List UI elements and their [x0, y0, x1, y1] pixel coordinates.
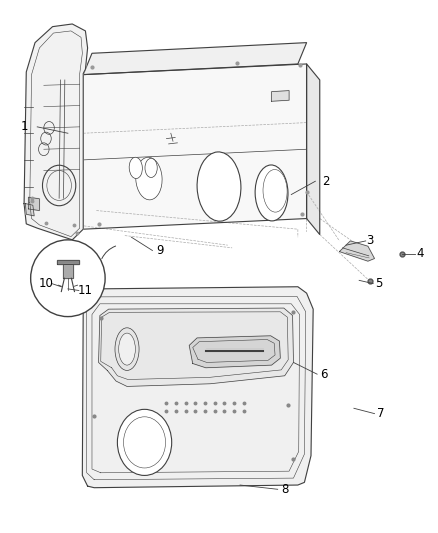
Text: 3: 3	[367, 235, 374, 247]
Polygon shape	[99, 308, 293, 386]
Polygon shape	[82, 287, 313, 488]
Ellipse shape	[263, 169, 287, 212]
Polygon shape	[83, 43, 307, 75]
Circle shape	[117, 409, 172, 475]
Polygon shape	[272, 91, 289, 101]
Polygon shape	[189, 336, 280, 368]
Text: 6: 6	[320, 368, 328, 381]
Text: 9: 9	[156, 244, 164, 257]
Polygon shape	[63, 264, 73, 278]
Ellipse shape	[129, 157, 142, 179]
Polygon shape	[307, 64, 320, 235]
Polygon shape	[83, 64, 307, 229]
Text: 7: 7	[377, 407, 385, 420]
Polygon shape	[25, 204, 34, 216]
Ellipse shape	[136, 157, 162, 200]
Text: 4: 4	[417, 247, 424, 260]
Polygon shape	[24, 24, 88, 240]
Text: 1: 1	[20, 120, 28, 133]
Ellipse shape	[145, 158, 157, 177]
Circle shape	[124, 417, 166, 468]
Text: 11: 11	[78, 284, 93, 297]
Ellipse shape	[115, 328, 139, 370]
Polygon shape	[339, 241, 374, 261]
Ellipse shape	[255, 165, 288, 221]
Text: 10: 10	[39, 277, 53, 290]
Text: 8: 8	[281, 483, 288, 496]
Polygon shape	[57, 260, 79, 264]
Text: 2: 2	[322, 175, 330, 188]
Ellipse shape	[197, 152, 241, 221]
Polygon shape	[28, 197, 39, 211]
Ellipse shape	[31, 240, 105, 317]
Ellipse shape	[119, 333, 135, 365]
Text: 5: 5	[375, 277, 382, 290]
